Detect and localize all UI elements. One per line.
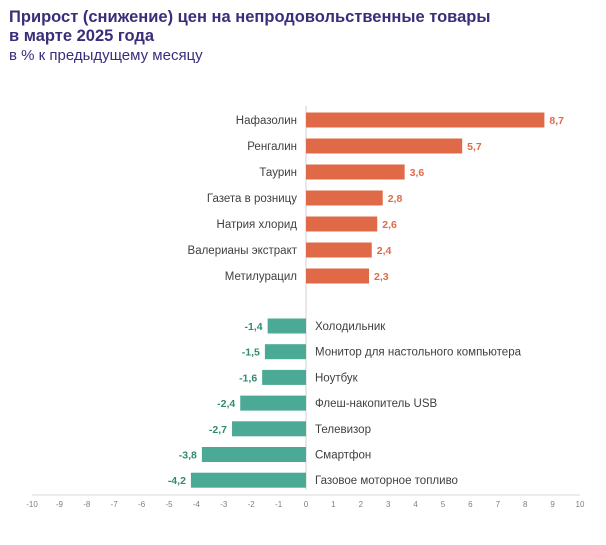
- x-tick-label: -9: [56, 500, 64, 509]
- category-label: Метилурацил: [225, 271, 297, 283]
- x-tick-label: 1: [331, 500, 336, 509]
- x-tick-label: 5: [441, 500, 446, 509]
- category-label: Флеш-накопитель USB: [315, 398, 438, 410]
- x-tick-label: 10: [576, 500, 585, 509]
- x-tick-label: 0: [304, 500, 309, 509]
- category-label: Монитор для настольного компьютера: [315, 347, 522, 359]
- x-tick-label: 6: [468, 500, 473, 509]
- chart-title: Прирост (снижение) цен на непродовольств…: [9, 8, 569, 46]
- category-label: Газовое моторное топливо: [315, 475, 458, 487]
- bar-negative: [264, 344, 306, 360]
- data-label: -4,2: [168, 475, 186, 487]
- category-label: Телевизор: [315, 424, 371, 436]
- category-label: Ренгалин: [247, 141, 297, 153]
- x-tick-label: -6: [138, 500, 146, 509]
- data-label: -1,5: [242, 347, 260, 359]
- x-tick-label: 7: [496, 500, 501, 509]
- bar-positive: [306, 268, 370, 284]
- bar-negative: [262, 369, 306, 385]
- bar-positive: [306, 242, 372, 258]
- bar-positive: [306, 190, 383, 206]
- x-tick-label: -5: [165, 500, 173, 509]
- data-label: 8,7: [549, 115, 564, 127]
- data-label: -3,8: [179, 450, 197, 462]
- x-tick-label: 4: [413, 500, 418, 509]
- category-label: Холодильник: [315, 321, 386, 333]
- data-label: -1,6: [239, 372, 257, 384]
- x-tick-label: -3: [220, 500, 228, 509]
- category-label: Таурин: [259, 167, 297, 179]
- bar-negative: [190, 472, 306, 488]
- x-tick-label: -8: [83, 500, 91, 509]
- category-label: Нафазолин: [236, 115, 297, 127]
- data-label: 2,4: [377, 245, 392, 257]
- data-label: 5,7: [467, 141, 482, 153]
- data-label: 3,6: [410, 167, 425, 179]
- x-tick-label: 8: [523, 500, 528, 509]
- data-label: -2,7: [209, 424, 227, 436]
- x-tick-label: -4: [193, 500, 201, 509]
- chart-title-line2: в марте 2025 года: [9, 27, 155, 45]
- bar-negative: [267, 318, 306, 334]
- bar-positive: [306, 216, 378, 232]
- x-tick-label: 9: [550, 500, 555, 509]
- x-tick-label: 3: [386, 500, 391, 509]
- category-label: Валерианы экстракт: [188, 245, 298, 257]
- data-label: 2,3: [374, 271, 389, 283]
- category-label: Газета в розницу: [207, 193, 297, 205]
- bar-negative: [232, 421, 306, 437]
- bar-negative: [240, 395, 306, 411]
- category-label: Ноутбук: [315, 372, 359, 384]
- category-label: Смартфон: [315, 450, 371, 462]
- x-tick-label: -7: [111, 500, 119, 509]
- bar-negative: [201, 447, 306, 462]
- data-label: -2,4: [217, 398, 235, 410]
- data-label: -1,4: [245, 321, 263, 333]
- bar-positive: [306, 164, 405, 180]
- x-tick-label: 2: [359, 500, 364, 509]
- data-label: 2,6: [382, 219, 397, 231]
- bar-positive: [306, 138, 463, 154]
- chart-title-line1: Прирост (снижение) цен на непродовольств…: [9, 8, 491, 26]
- x-tick-label: -1: [275, 500, 283, 509]
- category-label: Натрия хлорид: [217, 219, 298, 231]
- chart-subtitle: в % к предыдущему месяцу: [9, 47, 203, 64]
- x-tick-label: -10: [26, 500, 38, 509]
- x-tick-label: -2: [248, 500, 256, 509]
- bar-positive: [306, 112, 545, 128]
- data-label: 2,8: [388, 193, 403, 205]
